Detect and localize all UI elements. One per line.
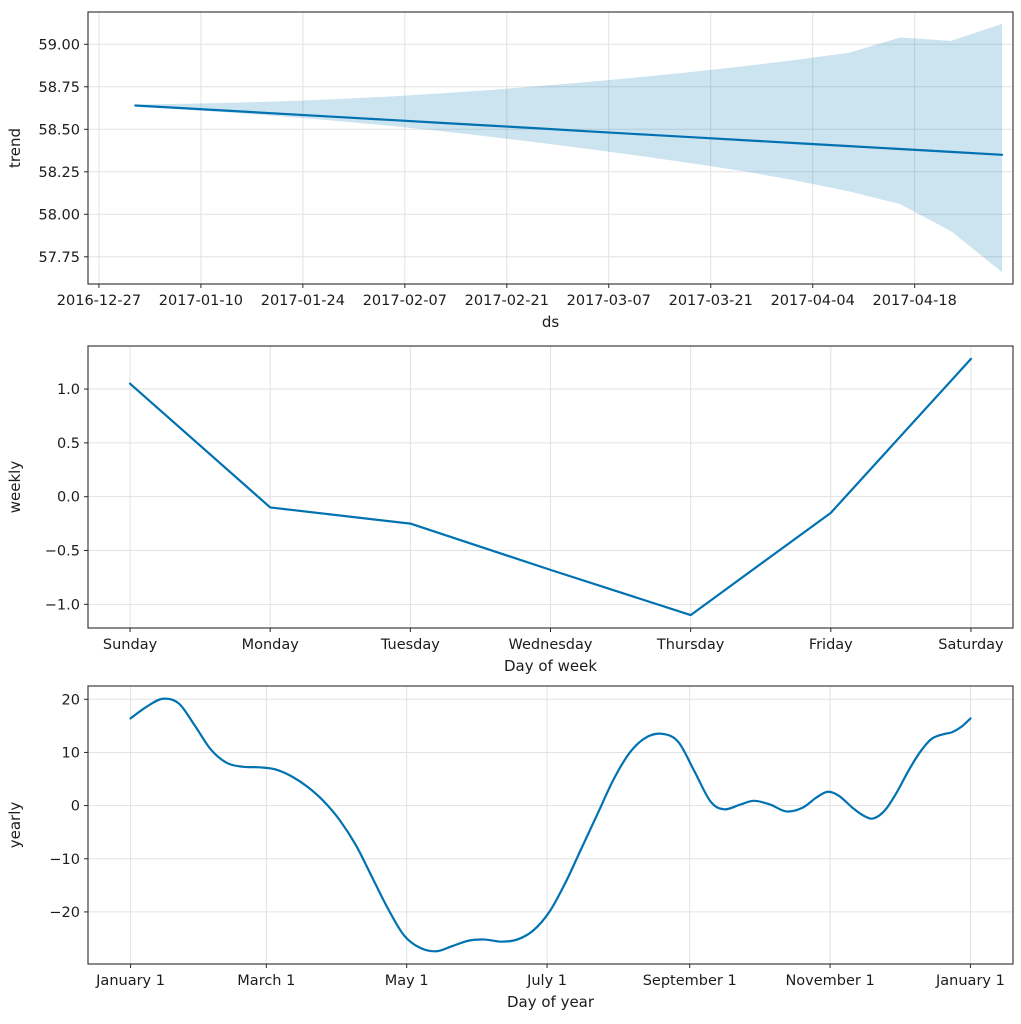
x-tick-label: 2017-04-04 (771, 293, 855, 309)
x-tick-label: 2016-12-27 (57, 293, 141, 309)
x-tick-label: July 1 (526, 973, 567, 989)
y-tick-label: 0.0 (57, 490, 80, 506)
x-tick-label: 2017-02-07 (363, 293, 447, 309)
x-tick-label: March 1 (237, 973, 295, 989)
y-tick-label: 20 (62, 692, 80, 708)
x-tick-label: September 1 (643, 973, 737, 989)
weekly-seasonality-chart: Sunday Monday Tuesday Wednesday Thursday Frid… (6, 345, 1014, 675)
y-tick-label: −20 (49, 905, 80, 921)
y-tick-label: 0 (71, 799, 80, 815)
plot-frame (87, 685, 1014, 965)
y-tick-label: 59.00 (38, 37, 80, 53)
x-tick-label: May 1 (385, 973, 429, 989)
x-axis-label: ds (542, 313, 560, 331)
x-tick-label: 2017-03-07 (567, 293, 651, 309)
x-axis-label: Day of week (504, 657, 597, 675)
x-tick-label: 2017-03-21 (669, 293, 753, 309)
x-tick-label: Sunday (103, 637, 158, 653)
trend-uncertainty-band (135, 23, 1003, 273)
trend-chart: 2016-12-27 2017-01-10 2017-01-24 2017-02-07… (6, 11, 1014, 331)
grid (88, 686, 1013, 964)
y-tick-label: 57.75 (38, 250, 80, 266)
x-tick-label: 2017-01-24 (261, 293, 345, 309)
yearly-seasonality-chart: January 1 March 1 May 1 July 1 September 1 No… (6, 685, 1014, 1011)
y-tick-label: 58.50 (38, 122, 80, 138)
x-tick-label: Wednesday (509, 637, 593, 653)
x-tick-label: January 1 (935, 973, 1005, 989)
x-tick-label: Saturday (938, 637, 1004, 653)
x-tick-label: Friday (809, 637, 853, 653)
x-tick-label: 2017-04-18 (873, 293, 957, 309)
yearly-line (129, 697, 972, 953)
y-tick-label: 0.5 (57, 436, 80, 452)
x-axis-label: Day of year (507, 993, 595, 1011)
y-tick-label: −0.5 (45, 544, 80, 560)
y-axis-label: yearly (6, 802, 24, 849)
x-tick-label: Monday (242, 637, 300, 653)
x-tick-label: Tuesday (380, 637, 440, 653)
y-tick-label: −1.0 (45, 597, 80, 613)
y-tick-label: 1.0 (57, 382, 80, 398)
x-tick-label: 2017-02-21 (465, 293, 549, 309)
y-tick-label: 10 (62, 745, 80, 761)
plot-frame (87, 11, 1014, 285)
x-tick-label: November 1 (785, 973, 874, 989)
grid (88, 346, 1013, 628)
y-tick-label: 58.75 (38, 80, 80, 96)
y-axis-label: trend (6, 128, 24, 168)
x-tick-label: Thursday (656, 637, 725, 653)
x-tick-label: January 1 (95, 973, 165, 989)
y-tick-label: 58.25 (38, 165, 80, 181)
y-tick-label: −10 (49, 852, 80, 868)
x-tick-label: 2017-01-10 (159, 293, 243, 309)
y-tick-label: 58.00 (38, 207, 80, 223)
weekly-line (128, 357, 973, 617)
trend-line (134, 104, 1004, 156)
y-axis-label: weekly (6, 461, 24, 514)
